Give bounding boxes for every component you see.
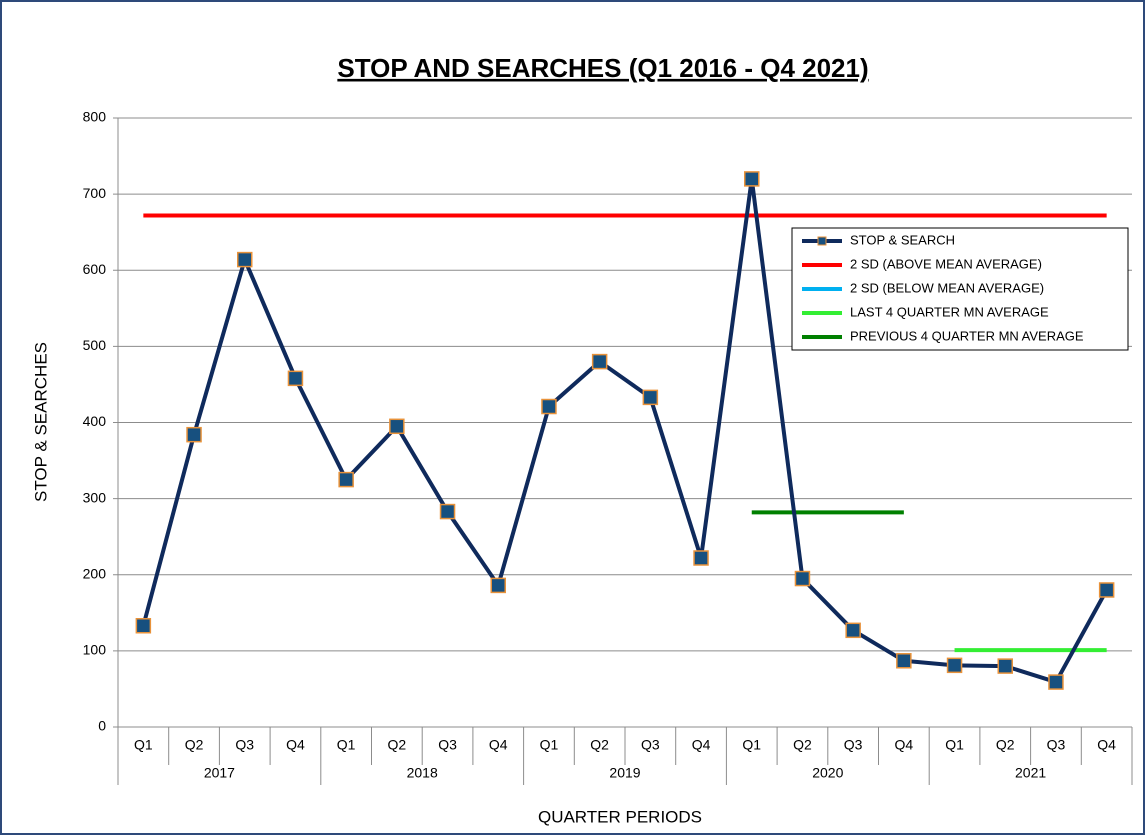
- x-tick-label: Q1: [945, 737, 964, 753]
- marker: [946, 657, 963, 674]
- y-tick-label: 100: [83, 642, 107, 658]
- legend-label: STOP & SEARCH: [850, 232, 955, 247]
- marker: [794, 570, 811, 587]
- x-tick-label: Q4: [895, 737, 914, 753]
- x-tick-label: Q3: [1047, 737, 1066, 753]
- x-group-label: 2018: [407, 765, 438, 781]
- y-axis-title: STOP & SEARCHES: [31, 342, 50, 502]
- x-tick-label: Q1: [742, 737, 761, 753]
- x-tick-label: Q3: [438, 737, 457, 753]
- x-tick-label: Q2: [793, 737, 812, 753]
- legend-marker: [817, 236, 827, 246]
- legend-label: 2 SD (ABOVE MEAN AVERAGE): [850, 256, 1042, 271]
- y-tick-label: 300: [83, 489, 107, 505]
- y-tick-label: 0: [98, 718, 106, 734]
- marker: [287, 370, 304, 387]
- x-tick-label: Q4: [692, 737, 711, 753]
- marker: [490, 577, 506, 594]
- marker: [389, 418, 405, 435]
- x-group-label: 2019: [609, 765, 640, 781]
- x-axis-title: QUARTER PERIODS: [538, 807, 702, 826]
- marker: [237, 251, 253, 268]
- x-group-label: 2017: [204, 765, 235, 781]
- marker: [135, 618, 152, 634]
- x-tick-label: Q1: [134, 737, 153, 753]
- marker: [1048, 674, 1064, 690]
- y-tick-label: 200: [83, 565, 107, 581]
- x-tick-label: Q2: [388, 737, 407, 753]
- marker: [693, 550, 709, 566]
- x-group-label: 2021: [1015, 765, 1046, 781]
- x-tick-label: Q4: [489, 737, 508, 753]
- y-tick-label: 400: [83, 413, 107, 429]
- legend-box: [791, 227, 1129, 351]
- marker: [186, 426, 202, 443]
- chart-title: STOP AND SEARCHES (Q1 2016 - Q4 2021): [337, 53, 868, 83]
- marker: [744, 171, 760, 187]
- legend-label: LAST 4 QUARTER MN AVERAGE: [850, 304, 1049, 319]
- x-tick-label: Q3: [235, 737, 254, 753]
- marker: [845, 622, 861, 639]
- legend-label: 2 SD (BELOW MEAN AVERAGE): [850, 280, 1044, 295]
- series-line: [141, 176, 1109, 685]
- x-tick-label: Q2: [185, 737, 204, 753]
- y-tick-label: 600: [83, 261, 107, 277]
- y-tick-label: 700: [83, 185, 107, 201]
- x-tick-label: Q1: [540, 737, 559, 753]
- legend-label: PREVIOUS 4 QUARTER MN AVERAGE: [850, 328, 1084, 343]
- marker: [896, 653, 912, 669]
- x-tick-label: Q2: [996, 737, 1015, 753]
- x-tick-label: Q2: [590, 737, 609, 753]
- x-tick-label: Q4: [286, 737, 305, 753]
- legend: STOP & SEARCH 2 SD (ABOVE MEAN AVERAGE) 2 …: [791, 227, 1129, 351]
- marker: [591, 353, 608, 370]
- y-tick-label: 500: [83, 337, 107, 353]
- marker: [997, 658, 1013, 674]
- marker: [1098, 582, 1115, 598]
- x-tick-label: Q3: [844, 737, 863, 753]
- x-tick-label: Q3: [641, 737, 660, 753]
- x-tick-label: Q4: [1097, 737, 1116, 753]
- y-tick-label: 800: [83, 109, 107, 125]
- x-group-label: 2020: [812, 765, 843, 781]
- marker: [541, 398, 557, 415]
- marker: [338, 471, 354, 488]
- marker: [439, 503, 456, 520]
- x-tick-label: Q1: [337, 737, 356, 753]
- marker: [642, 389, 659, 406]
